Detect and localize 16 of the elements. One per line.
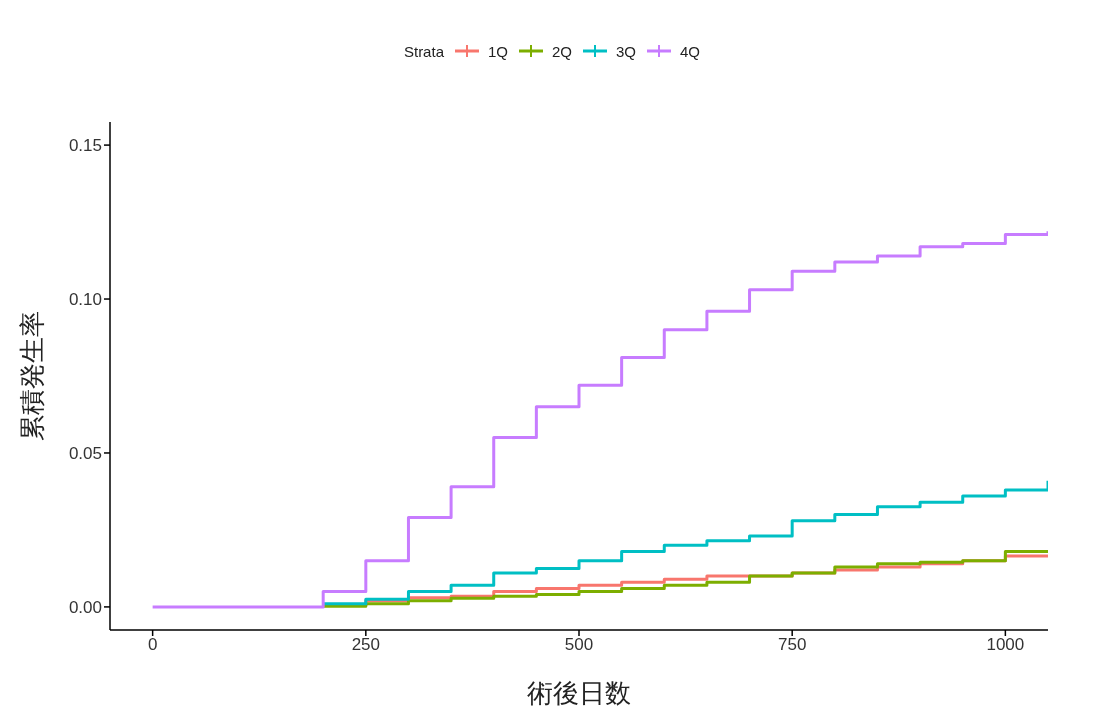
y-tick-label: 0.15: [68, 136, 102, 156]
y-tick-label: 0.05: [68, 444, 102, 463]
legend-label: 1Q: [487, 42, 508, 60]
x-tick-label: 1000: [986, 635, 1025, 655]
legend-label: 3Q: [616, 42, 637, 60]
x-tick-label: 500: [564, 635, 594, 655]
y-tick-label: 0.10: [68, 290, 102, 310]
y-tick-label: 0.00: [68, 597, 102, 617]
x-tick-label: 250: [351, 635, 381, 655]
legend-label: 2Q: [552, 42, 573, 60]
x-tick-label: 0: [147, 635, 158, 655]
legend-title: Strata: [403, 42, 444, 60]
y-axis-title: 累積発生率: [17, 311, 47, 441]
x-axis-title: 術後日数: [527, 678, 631, 708]
legend-label: 4Q: [680, 42, 701, 60]
x-tick-label: 750: [777, 635, 807, 655]
